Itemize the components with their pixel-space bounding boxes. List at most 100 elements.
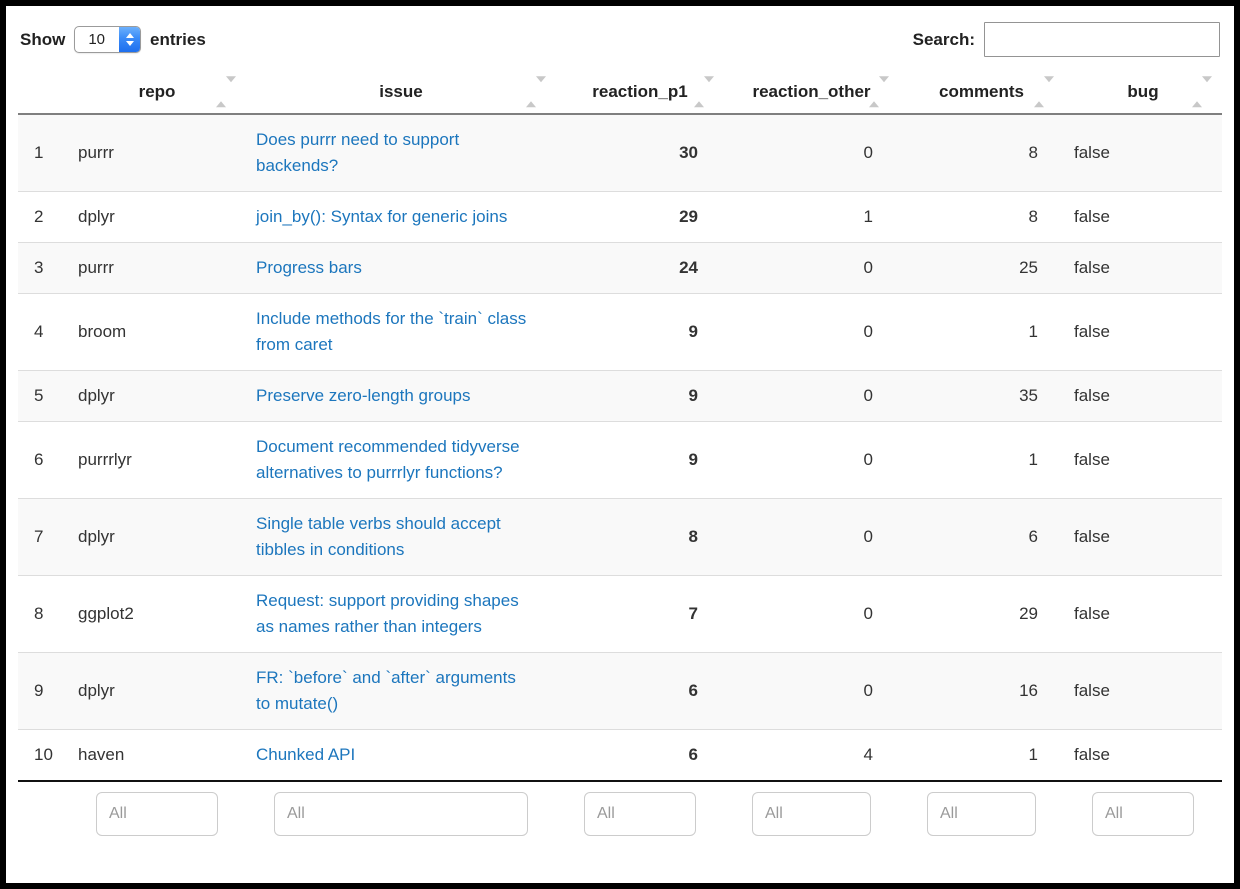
column-header-label: bug xyxy=(1127,82,1158,101)
issue-link[interactable]: Include methods for the `train` class fr… xyxy=(256,309,526,354)
reaction-p1-cell: 24 xyxy=(556,243,724,294)
issue-link[interactable]: join_by(): Syntax for generic joins xyxy=(256,207,507,226)
issue-link[interactable]: Single table verbs should accept tibbles… xyxy=(256,514,501,559)
bug-cell: false xyxy=(1064,192,1222,243)
filter-input-bug[interactable] xyxy=(1092,792,1194,836)
row-index-cell: 9 xyxy=(18,653,68,730)
row-index-cell: 7 xyxy=(18,499,68,576)
issue-cell: Progress bars xyxy=(246,243,556,294)
table-row: 7 dplyr Single table verbs should accept… xyxy=(18,499,1222,576)
table-filter-row xyxy=(18,781,1222,849)
select-stepper-icon xyxy=(119,27,140,52)
table-row: 8 ggplot2 Request: support providing sha… xyxy=(18,576,1222,653)
bug-cell: false xyxy=(1064,653,1222,730)
table-row: 1 purrr Does purrr need to support backe… xyxy=(18,114,1222,192)
page-length-select[interactable]: 10 xyxy=(74,26,141,53)
table-row: 3 purrr Progress bars 24 0 25 false xyxy=(18,243,1222,294)
sort-icon xyxy=(526,82,546,102)
column-header-issue[interactable]: issue xyxy=(246,73,556,114)
column-header-label: reaction_other xyxy=(752,82,870,101)
column-header-comments[interactable]: comments xyxy=(899,73,1064,114)
row-index-cell: 8 xyxy=(18,576,68,653)
column-header-label: repo xyxy=(139,82,176,101)
row-index-cell: 2 xyxy=(18,192,68,243)
reaction-p1-cell: 8 xyxy=(556,499,724,576)
reaction-other-cell: 1 xyxy=(724,192,899,243)
reaction-other-cell: 0 xyxy=(724,114,899,192)
table-row: 5 dplyr Preserve zero-length groups 9 0 … xyxy=(18,371,1222,422)
row-index-cell: 5 xyxy=(18,371,68,422)
reaction-p1-cell: 9 xyxy=(556,422,724,499)
filter-input-reaction-other[interactable] xyxy=(752,792,871,836)
issue-link[interactable]: FR: `before` and `after` arguments to mu… xyxy=(256,668,516,713)
entries-label: entries xyxy=(150,30,206,50)
column-header-reaction-p1[interactable]: reaction_p1 xyxy=(556,73,724,114)
column-header-repo[interactable]: repo xyxy=(68,73,246,114)
repo-cell: purrrlyr xyxy=(68,422,246,499)
filter-input-issue[interactable] xyxy=(274,792,528,836)
reaction-p1-cell: 9 xyxy=(556,371,724,422)
reaction-p1-cell: 29 xyxy=(556,192,724,243)
repo-cell: purrr xyxy=(68,114,246,192)
issue-link[interactable]: Chunked API xyxy=(256,745,355,764)
issue-cell: FR: `before` and `after` arguments to mu… xyxy=(246,653,556,730)
comments-cell: 35 xyxy=(899,371,1064,422)
issue-cell: Preserve zero-length groups xyxy=(246,371,556,422)
page-length-control: Show 10 entries xyxy=(20,26,206,53)
filter-input-repo[interactable] xyxy=(96,792,218,836)
column-header-reaction-other[interactable]: reaction_other xyxy=(724,73,899,114)
issue-cell: Request: support providing shapes as nam… xyxy=(246,576,556,653)
reaction-p1-cell: 6 xyxy=(556,730,724,782)
table-row: 9 dplyr FR: `before` and `after` argumen… xyxy=(18,653,1222,730)
page-frame: Show 10 entries Search: re xyxy=(0,0,1240,889)
reaction-p1-cell: 30 xyxy=(556,114,724,192)
issues-table: repo issue reaction_p1 reaction_other co… xyxy=(18,73,1222,849)
bug-cell: false xyxy=(1064,243,1222,294)
issue-link[interactable]: Progress bars xyxy=(256,258,362,277)
filter-cell-comments xyxy=(899,781,1064,849)
issue-cell: Chunked API xyxy=(246,730,556,782)
filter-input-comments[interactable] xyxy=(927,792,1036,836)
comments-cell: 1 xyxy=(899,730,1064,782)
issue-link[interactable]: Does purrr need to support backends? xyxy=(256,130,459,175)
table-header: repo issue reaction_p1 reaction_other co… xyxy=(18,73,1222,114)
issue-cell: Single table verbs should accept tibbles… xyxy=(246,499,556,576)
sort-icon xyxy=(216,82,236,102)
bug-cell: false xyxy=(1064,294,1222,371)
search-label: Search: xyxy=(913,30,975,50)
search-control: Search: xyxy=(913,22,1220,57)
issue-link[interactable]: Document recommended tidyverse alternati… xyxy=(256,437,520,482)
table-row: 6 purrrlyr Document recommended tidyvers… xyxy=(18,422,1222,499)
reaction-other-cell: 0 xyxy=(724,294,899,371)
filter-cell-reaction-p1 xyxy=(556,781,724,849)
reaction-p1-cell: 7 xyxy=(556,576,724,653)
filter-input-reaction-p1[interactable] xyxy=(584,792,696,836)
filter-cell-repo xyxy=(68,781,246,849)
comments-cell: 6 xyxy=(899,499,1064,576)
issue-link[interactable]: Request: support providing shapes as nam… xyxy=(256,591,519,636)
comments-cell: 16 xyxy=(899,653,1064,730)
filter-cell-index xyxy=(18,781,68,849)
bug-cell: false xyxy=(1064,371,1222,422)
repo-cell: broom xyxy=(68,294,246,371)
row-index-cell: 4 xyxy=(18,294,68,371)
issue-cell: Does purrr need to support backends? xyxy=(246,114,556,192)
repo-cell: dplyr xyxy=(68,653,246,730)
row-index-cell: 3 xyxy=(18,243,68,294)
bug-cell: false xyxy=(1064,499,1222,576)
issue-cell: join_by(): Syntax for generic joins xyxy=(246,192,556,243)
table-row: 10 haven Chunked API 6 4 1 false xyxy=(18,730,1222,782)
search-input[interactable] xyxy=(984,22,1220,57)
column-header-label: issue xyxy=(379,82,422,101)
filter-cell-bug xyxy=(1064,781,1222,849)
show-label: Show xyxy=(20,30,65,50)
column-header-index xyxy=(18,73,68,114)
reaction-other-cell: 0 xyxy=(724,371,899,422)
column-header-bug[interactable]: bug xyxy=(1064,73,1222,114)
comments-cell: 8 xyxy=(899,114,1064,192)
reaction-p1-cell: 9 xyxy=(556,294,724,371)
filter-cell-reaction-other xyxy=(724,781,899,849)
bug-cell: false xyxy=(1064,422,1222,499)
issue-link[interactable]: Preserve zero-length groups xyxy=(256,386,471,405)
row-index-cell: 1 xyxy=(18,114,68,192)
